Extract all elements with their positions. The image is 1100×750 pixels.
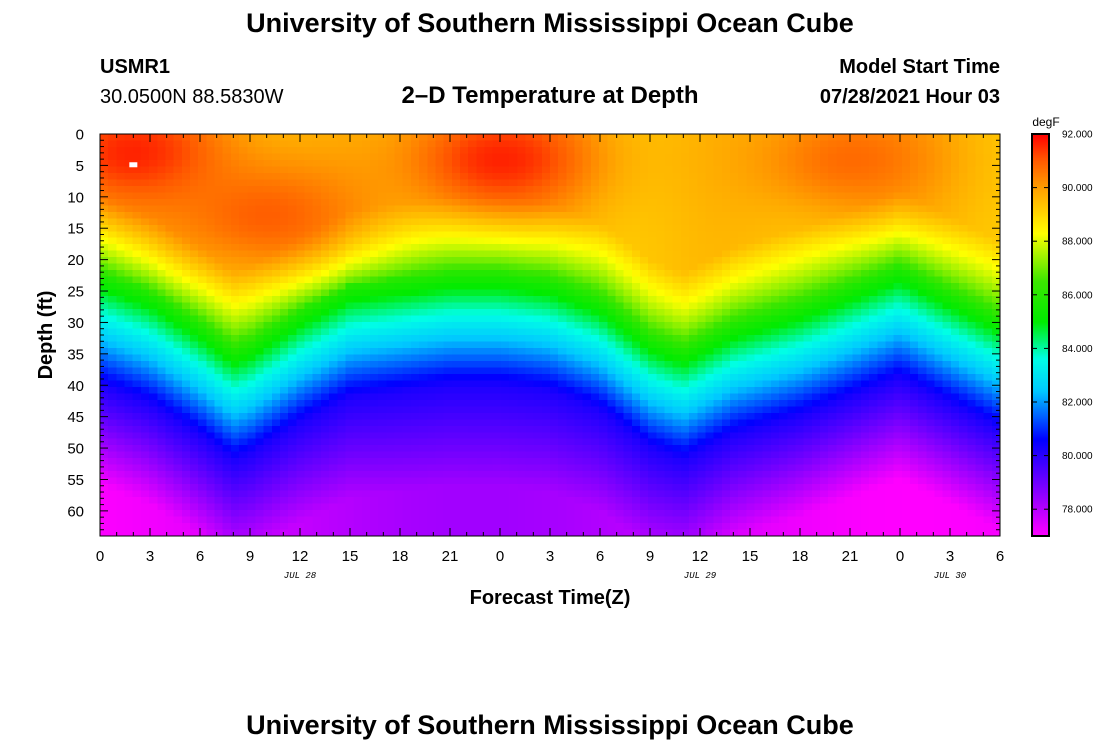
y-tick-label: 0 [76,127,84,144]
x-tick-label: 0 [96,548,104,565]
heatmap-image [100,134,1000,536]
colorbar: degF 92.000 90.000 88.000 86.000 84.000 82.00… [1031,115,1093,537]
x-tick-label: 3 [546,548,554,565]
colorbar-tick-label: 86.000 [1062,290,1093,301]
date-label: JUL 29 [684,571,717,581]
y-tick-label: 45 [67,409,84,426]
bottom-title: University of Southern Mississippi Ocean… [246,710,854,740]
x-tick-label: 21 [842,548,859,565]
x-tick-label: 12 [692,548,709,565]
y-tick-label: 40 [67,378,84,395]
station-id: USMR1 [100,56,171,78]
x-tick-label: 18 [392,548,409,565]
y-tick-label: 10 [67,189,84,206]
colorbar-tick-label: 82.000 [1062,398,1093,409]
model-start-time: 07/28/2021 Hour 03 [819,86,1000,108]
y-tick-label: 5 [76,158,84,175]
station-coords: 30.0500N 88.5830W [100,86,284,108]
colorbar-frame [1031,133,1050,537]
x-tick-label: 15 [342,548,359,565]
y-tick-label: 60 [67,503,84,520]
x-axis: 0 3 6 9 12 15 18 21 0 3 6 9 12 15 18 21 0 3 6 JUL 28 JUL 29 J… [96,134,1004,581]
x-tick-label: 15 [742,548,759,565]
x-tick-label: 3 [146,548,154,565]
x-tick-label: 6 [596,548,604,565]
y-tick-label: 55 [67,472,84,489]
y-tick-label: 35 [67,346,84,363]
colorbar-tick-label: 78.000 [1062,505,1093,516]
y-tick-label: 50 [67,441,84,458]
x-tick-label: 6 [996,548,1004,565]
y-tick-label: 25 [67,284,84,301]
plot-title: 2–D Temperature at Depth [401,82,699,109]
x-tick-label: 9 [646,548,654,565]
x-tick-label: 6 [196,548,204,565]
x-tick-label: 9 [246,548,254,565]
y-tick-label: 20 [67,252,84,269]
y-axis-label: Depth (ft) [35,291,57,380]
colorbar-image [1032,134,1049,536]
colorbar-unit: degF [1032,115,1059,129]
x-tick-label: 21 [442,548,459,565]
colorbar-tick-label: 80.000 [1062,451,1093,462]
y-axis: 0 5 10 15 20 25 30 35 40 45 50 55 60 [67,127,1000,531]
model-start-label: Model Start Time [839,56,1000,78]
x-tick-label: 3 [946,548,954,565]
colorbar-tick-label: 90.000 [1062,183,1093,194]
top-title: University of Southern Mississippi Ocean… [246,8,854,38]
x-tick-label: 0 [896,548,904,565]
colorbar-tick-label: 88.000 [1062,237,1093,248]
date-label: JUL 28 [284,571,317,581]
x-axis-label: Forecast Time(Z) [470,587,631,609]
date-label: JUL 30 [934,571,967,581]
colorbar-tick-label: 84.000 [1062,344,1093,355]
colorbar-tick-label: 92.000 [1062,130,1093,141]
x-tick-label: 0 [496,548,504,565]
x-tick-label: 12 [292,548,309,565]
y-tick-label: 15 [67,221,84,238]
x-tick-label: 18 [792,548,809,565]
y-tick-label: 30 [67,315,84,332]
surface-max-marker [129,162,138,168]
